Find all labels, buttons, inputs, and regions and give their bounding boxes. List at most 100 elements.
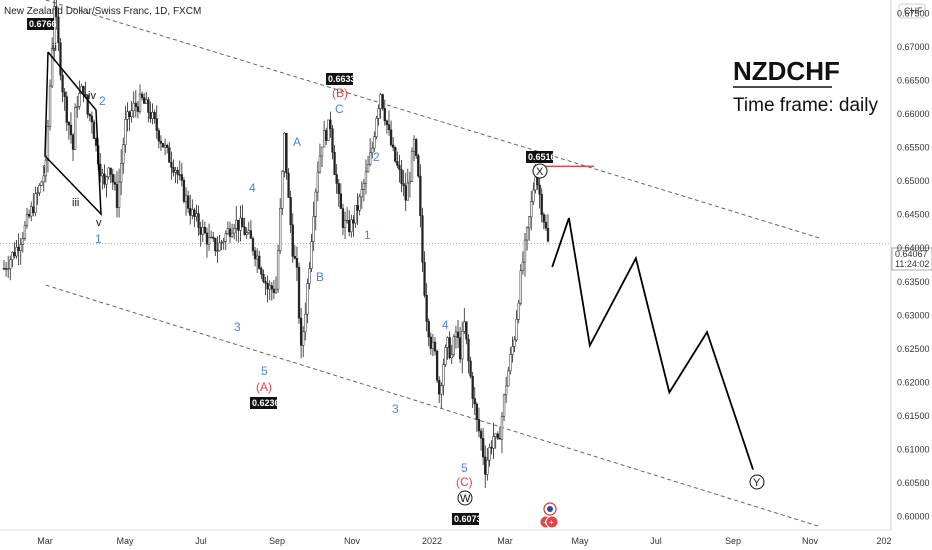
candle-body bbox=[274, 288, 278, 293]
candle-body bbox=[488, 447, 491, 461]
candle-body bbox=[241, 217, 244, 228]
candle-body bbox=[306, 283, 309, 315]
candle-body bbox=[318, 155, 322, 173]
candle-body bbox=[122, 144, 125, 164]
candle-body bbox=[366, 164, 370, 173]
wave-label-3b: 3 bbox=[392, 402, 399, 416]
candle-body bbox=[479, 430, 483, 439]
candle-body bbox=[132, 102, 135, 111]
candle-body bbox=[519, 270, 522, 304]
candle-body bbox=[456, 331, 460, 338]
candle-body bbox=[452, 336, 455, 355]
wave-label-1a: 1 bbox=[95, 232, 102, 246]
candle-body bbox=[356, 205, 359, 211]
candle-body bbox=[289, 197, 292, 226]
candle-body bbox=[515, 319, 518, 341]
price-tag-high: 0.6766 bbox=[27, 18, 57, 30]
candle-body bbox=[325, 130, 328, 141]
candle-body bbox=[477, 419, 481, 432]
candle-body bbox=[295, 258, 299, 268]
candle-body bbox=[469, 360, 472, 377]
pair-title: NZDCHF bbox=[733, 56, 840, 86]
candle-body bbox=[159, 140, 163, 144]
price-tag-high-text: 0.6766 bbox=[29, 19, 57, 29]
candle-body bbox=[410, 150, 414, 182]
candle-body bbox=[481, 438, 485, 458]
candle-body bbox=[310, 241, 313, 269]
candle-body bbox=[220, 241, 223, 244]
last-price-value: 0.64067 bbox=[895, 249, 928, 259]
candle-body bbox=[166, 144, 169, 148]
candle-body bbox=[205, 232, 209, 245]
candle-body bbox=[490, 447, 493, 449]
time-tick-label: Sep bbox=[269, 536, 285, 546]
wave-label-2a: 2 bbox=[99, 94, 106, 108]
candle-body bbox=[184, 195, 188, 202]
time-tick-label: Jul bbox=[650, 536, 662, 546]
candle-body bbox=[507, 370, 510, 387]
candle-body bbox=[316, 171, 319, 193]
candle-body bbox=[84, 93, 87, 96]
candle-body bbox=[216, 250, 219, 252]
candle-body bbox=[471, 375, 474, 399]
candle-body bbox=[59, 42, 62, 76]
price-tick-label: 0.63000 bbox=[897, 310, 930, 320]
candle-body bbox=[237, 219, 240, 231]
price-tick-label: 0.60500 bbox=[897, 478, 930, 488]
wave-label-A: A bbox=[293, 135, 301, 149]
candle-body bbox=[532, 189, 535, 202]
candle-body bbox=[90, 115, 94, 123]
candle-body bbox=[517, 302, 520, 320]
candle-body bbox=[371, 147, 374, 154]
candle-body bbox=[88, 113, 91, 117]
candle-body bbox=[199, 227, 202, 235]
candle-body bbox=[105, 176, 108, 185]
price-tick-label: 0.62500 bbox=[897, 344, 930, 354]
candle-body bbox=[427, 321, 430, 338]
candle-body bbox=[226, 228, 230, 234]
candle-body bbox=[377, 108, 380, 119]
candle-body bbox=[362, 183, 366, 190]
candle-body bbox=[433, 341, 437, 352]
candle-body bbox=[191, 209, 194, 216]
candle-body bbox=[287, 172, 290, 198]
candle-body bbox=[358, 196, 361, 211]
candle-body bbox=[65, 96, 68, 123]
event-flag-icon[interactable] bbox=[543, 502, 557, 516]
candle-body bbox=[502, 394, 506, 417]
candle-body bbox=[291, 224, 294, 257]
price-axis[interactable]: 0.67500 0.67000 0.66500 0.66000 0.65500 0.650… bbox=[897, 8, 930, 521]
candle-body bbox=[126, 111, 129, 120]
last-price-countdown: 11:24:02 bbox=[895, 259, 929, 269]
candle-body bbox=[450, 353, 453, 359]
event-flag-icon[interactable]: + bbox=[545, 515, 559, 529]
candle-body bbox=[406, 182, 409, 201]
wave-label-4b: 4 bbox=[442, 318, 449, 332]
time-tick-label: Nov bbox=[802, 536, 819, 546]
candle-body bbox=[101, 173, 104, 177]
price-tag-b-text: 0.6633 bbox=[328, 74, 356, 84]
wave-label-i: i bbox=[43, 164, 45, 176]
candle-body bbox=[193, 209, 196, 217]
candle-body bbox=[496, 433, 499, 439]
candle-body bbox=[203, 227, 207, 234]
candle-body bbox=[149, 112, 152, 119]
candle-body bbox=[115, 184, 119, 208]
candle-body bbox=[304, 313, 307, 333]
candle-body bbox=[243, 226, 246, 235]
time-axis[interactable]: Mar May Jul Sep Nov 2022 Mar May Jul Sep Nov 202 bbox=[37, 536, 891, 546]
candle-body bbox=[440, 385, 443, 395]
wave-label-iii: iii bbox=[72, 197, 79, 209]
candle-body bbox=[136, 106, 140, 112]
candle-body bbox=[40, 181, 43, 186]
candle-body bbox=[435, 350, 439, 381]
candle-body bbox=[270, 285, 273, 290]
price-tick-label: 0.66500 bbox=[897, 76, 930, 86]
currency-label: CHF bbox=[904, 6, 923, 16]
time-tick-label: Nov bbox=[344, 536, 361, 546]
candle-body bbox=[228, 228, 232, 237]
candle-body bbox=[113, 181, 117, 185]
candle-body bbox=[174, 170, 177, 173]
price-tag-x-text: 0.6516 bbox=[528, 152, 556, 162]
